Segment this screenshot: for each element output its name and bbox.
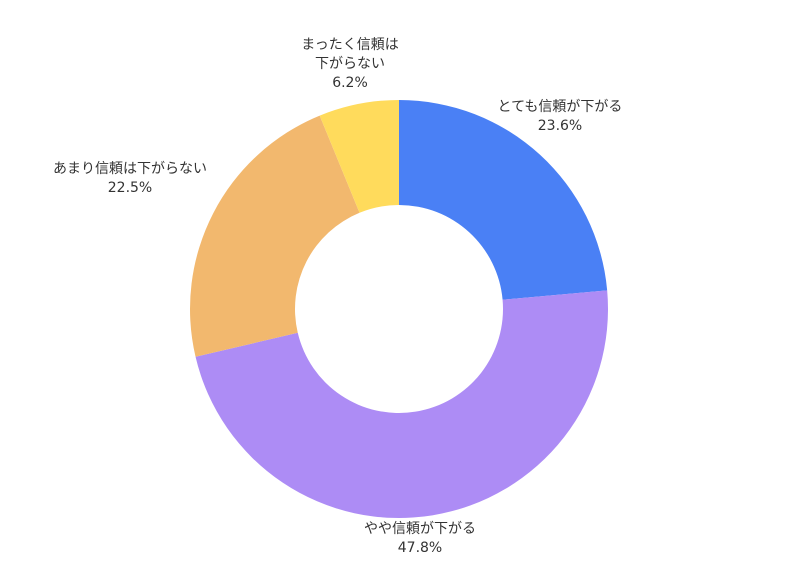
slice-label-3-name-line-1: まったく信頼は (301, 37, 399, 53)
donut-slice-3 (319, 100, 399, 213)
slice-label-2-name: あまり信頼は下がらない (53, 161, 207, 177)
donut-slice-2 (190, 115, 360, 357)
slice-label-1-name: やや信頼が下がる (364, 521, 476, 537)
slice-label-0-value: 23.6% (537, 118, 583, 134)
slice-label-1: やや信頼が下がる 47.8% (330, 520, 510, 558)
donut-slice-0 (399, 100, 608, 300)
slice-label-1-value: 47.8% (397, 540, 443, 556)
slice-label-3-name-line-2: 下がらない (315, 56, 385, 72)
slice-label-3-value: 6.2% (332, 75, 368, 91)
slice-label-0-name: とても信頼が下がる (497, 99, 623, 115)
donut-slice-1 (195, 290, 608, 519)
slice-label-0: とても信頼が下がる 23.6% (460, 98, 660, 136)
slice-label-2-value: 22.5% (107, 180, 153, 196)
slice-label-3: まったく信頼は 下がらない 6.2% (270, 36, 430, 93)
slice-label-2: あまり信頼は下がらない 22.5% (30, 160, 230, 198)
